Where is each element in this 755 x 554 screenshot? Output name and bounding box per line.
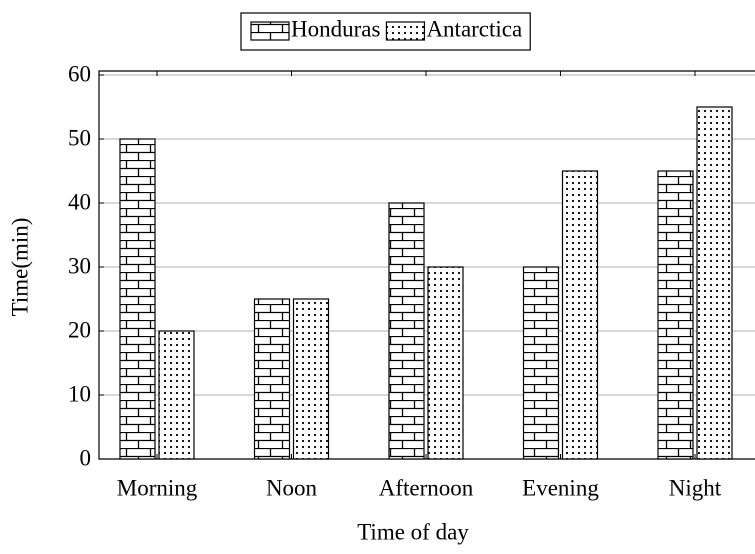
bar — [292, 298, 330, 460]
x-tick-label: Night — [669, 475, 722, 500]
y-tick-label: 40 — [68, 189, 91, 214]
legend-label: Honduras — [291, 16, 380, 41]
bar — [427, 266, 464, 460]
bar — [561, 170, 599, 460]
y-tick-label: 60 — [68, 61, 91, 86]
x-tick-label: Noon — [266, 475, 318, 500]
bar — [253, 298, 291, 460]
legend-swatch — [385, 21, 426, 41]
bar — [522, 266, 560, 460]
axis-frame — [98, 70, 755, 460]
y-tick-label: 10 — [68, 381, 91, 406]
bar — [119, 138, 156, 460]
legend-swatch — [250, 21, 290, 41]
bar — [158, 330, 195, 460]
bar — [657, 170, 694, 460]
legend-label: Antarctica — [426, 16, 522, 41]
x-tick-label: Morning — [117, 475, 198, 500]
y-tick-label: 0 — [80, 445, 92, 470]
bar — [388, 202, 425, 460]
y-tick-label: 50 — [68, 125, 91, 150]
bar — [696, 106, 733, 460]
x-tick-label: Afternoon — [379, 475, 474, 500]
x-axis-label: Time of day — [357, 519, 469, 544]
y-axis-label: Time(min) — [7, 218, 32, 317]
y-tick-label: 20 — [68, 317, 91, 342]
y-tick-label: 30 — [68, 253, 91, 278]
x-tick-label: Evening — [522, 475, 599, 500]
